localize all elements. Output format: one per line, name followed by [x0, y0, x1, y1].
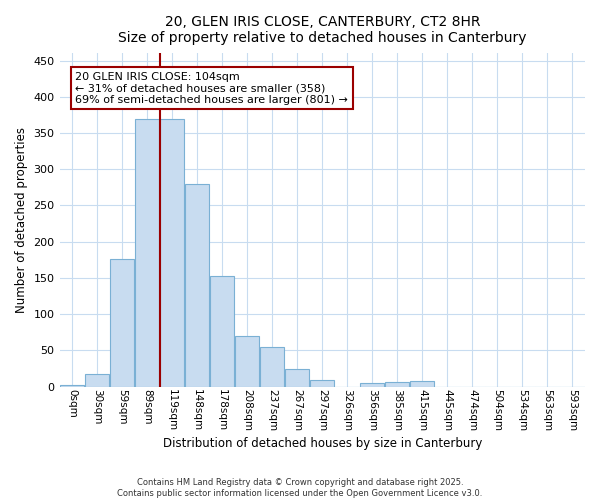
- Bar: [285, 369, 310, 386]
- Bar: [85, 374, 109, 386]
- Bar: [360, 383, 385, 386]
- Y-axis label: Number of detached properties: Number of detached properties: [15, 127, 28, 313]
- X-axis label: Distribution of detached houses by size in Canterbury: Distribution of detached houses by size …: [163, 437, 482, 450]
- Bar: [385, 382, 409, 386]
- Bar: [410, 382, 434, 386]
- Bar: [60, 385, 84, 386]
- Bar: [260, 346, 284, 387]
- Text: Contains HM Land Registry data © Crown copyright and database right 2025.
Contai: Contains HM Land Registry data © Crown c…: [118, 478, 482, 498]
- Title: 20, GLEN IRIS CLOSE, CANTERBURY, CT2 8HR
Size of property relative to detached h: 20, GLEN IRIS CLOSE, CANTERBURY, CT2 8HR…: [118, 15, 527, 45]
- Bar: [135, 118, 159, 386]
- Bar: [185, 184, 209, 386]
- Bar: [310, 380, 334, 386]
- Bar: [160, 118, 184, 386]
- Text: 20 GLEN IRIS CLOSE: 104sqm
← 31% of detached houses are smaller (358)
69% of sem: 20 GLEN IRIS CLOSE: 104sqm ← 31% of deta…: [76, 72, 348, 105]
- Bar: [110, 259, 134, 386]
- Bar: [235, 336, 259, 386]
- Bar: [210, 276, 235, 386]
